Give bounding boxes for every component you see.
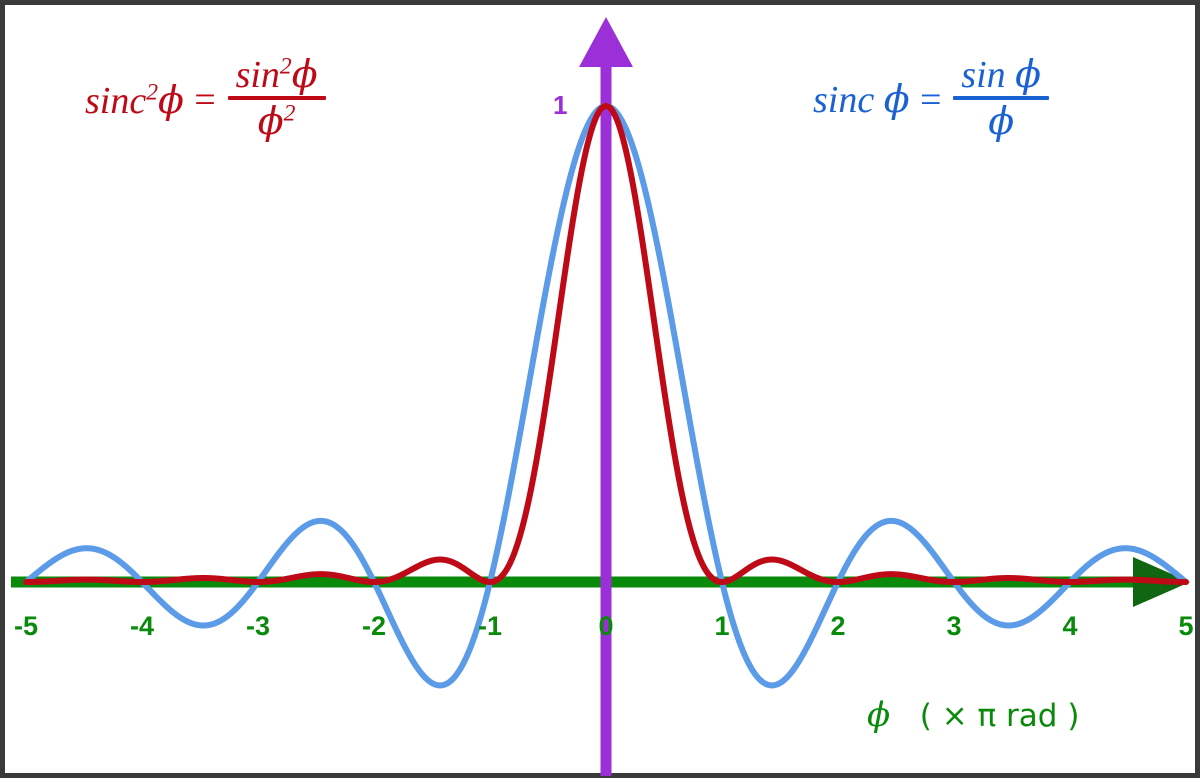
x-tick-label: 4 bbox=[1062, 611, 1078, 641]
sinc-denominator: ϕ bbox=[988, 99, 1015, 143]
sinc-squared-denominator: ϕ2 bbox=[257, 99, 296, 143]
x-tick-label: -4 bbox=[129, 611, 154, 641]
y-axis-peak-label: 1 bbox=[553, 90, 568, 120]
sinc-equals: = bbox=[917, 78, 944, 121]
x-tick-label: 1 bbox=[714, 611, 730, 641]
x-tick-label: 3 bbox=[946, 611, 962, 641]
fraction-bar bbox=[953, 96, 1050, 100]
series-sinc-squared-curve bbox=[23, 103, 1189, 585]
x-axis-label-units: ( × π rad ) bbox=[919, 698, 1080, 734]
fraction-bar bbox=[227, 96, 326, 100]
x-tick-label: -2 bbox=[361, 611, 386, 641]
sinc-squared-lhs: sinc2ϕ bbox=[85, 77, 184, 122]
sinc-numerator: sin ϕ bbox=[961, 52, 1042, 96]
x-tick-label: -5 bbox=[13, 611, 38, 641]
sinc-squared-numerator: sin2ϕ bbox=[235, 52, 318, 96]
sinc-squared-fraction: sin2ϕ ϕ2 bbox=[227, 52, 326, 143]
sinc-lhs: sinc ϕ bbox=[813, 77, 910, 121]
y-axis-arrowhead bbox=[579, 17, 633, 67]
x-tick-label: 5 bbox=[1178, 611, 1194, 641]
sinc-fraction: sin ϕ ϕ bbox=[953, 52, 1050, 143]
x-tick-label: 0 bbox=[598, 611, 614, 641]
annotation-sinc-squared-formula: sinc2ϕ = sin2ϕ ϕ2 bbox=[85, 52, 328, 143]
annotation-sinc-formula: sinc ϕ = sin ϕ ϕ bbox=[813, 52, 1051, 143]
x-axis-label-symbol: ϕ bbox=[867, 695, 891, 735]
x-tick-label: 2 bbox=[830, 611, 846, 641]
plot-canvas bbox=[11, 17, 1190, 776]
sinc-squared-equals: = bbox=[191, 79, 218, 121]
x-tick-label: -1 bbox=[477, 611, 502, 641]
x-tick-label: -3 bbox=[245, 611, 270, 641]
x-axis-label: ϕ ( × π rad ) bbox=[867, 695, 1079, 735]
